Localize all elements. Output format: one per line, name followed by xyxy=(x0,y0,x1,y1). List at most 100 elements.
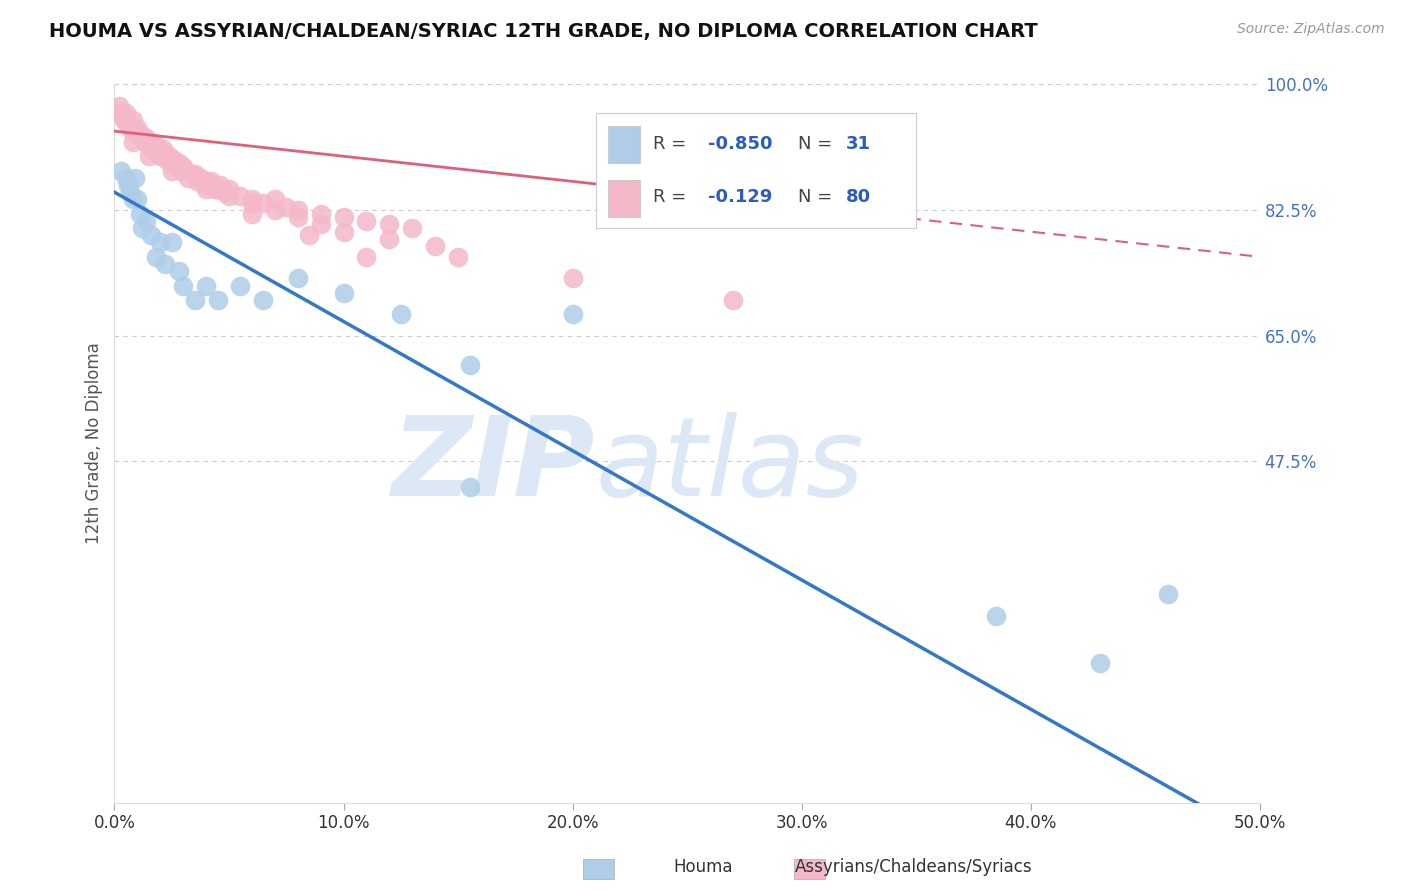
Point xyxy=(160,235,183,250)
Point xyxy=(149,235,172,250)
Point xyxy=(183,293,205,307)
Text: HOUMA VS ASSYRIAN/CHALDEAN/SYRIAC 12TH GRADE, NO DIPLOMA CORRELATION CHART: HOUMA VS ASSYRIAN/CHALDEAN/SYRIAC 12TH G… xyxy=(49,22,1038,41)
Point xyxy=(263,192,285,206)
Point xyxy=(135,131,157,145)
Point xyxy=(128,207,150,221)
Point xyxy=(186,174,208,188)
Text: Houma: Houma xyxy=(673,858,733,876)
Text: Assyrians/Chaldeans/Syriacs: Assyrians/Chaldeans/Syriacs xyxy=(794,858,1033,876)
Point xyxy=(1157,587,1180,601)
Point xyxy=(195,178,218,192)
Point xyxy=(110,106,132,120)
Point xyxy=(309,218,332,232)
Point xyxy=(156,153,179,167)
Point xyxy=(378,232,401,246)
Point xyxy=(134,135,156,149)
Point xyxy=(120,120,142,135)
Point xyxy=(121,192,143,206)
Point xyxy=(139,135,162,149)
Point xyxy=(146,145,169,160)
Point xyxy=(117,117,139,131)
Point xyxy=(423,239,446,253)
Point xyxy=(149,149,172,163)
Point xyxy=(128,128,150,142)
Y-axis label: 12th Grade, No Diploma: 12th Grade, No Diploma xyxy=(86,343,103,544)
Point xyxy=(139,138,162,153)
Point xyxy=(177,170,200,185)
Point xyxy=(172,160,194,174)
Point xyxy=(110,163,132,178)
Point xyxy=(332,285,354,300)
Point xyxy=(356,214,378,228)
Point xyxy=(149,145,172,160)
Point xyxy=(153,149,176,163)
Point xyxy=(287,271,309,285)
Point xyxy=(986,608,1008,623)
Point xyxy=(252,196,274,211)
Point xyxy=(240,207,263,221)
Point xyxy=(240,192,263,206)
Point xyxy=(183,167,205,181)
Text: Source: ZipAtlas.com: Source: ZipAtlas.com xyxy=(1237,22,1385,37)
Point xyxy=(117,178,139,192)
Point xyxy=(127,120,149,135)
Point xyxy=(120,120,142,135)
Point xyxy=(172,160,194,174)
Point xyxy=(252,293,274,307)
Point xyxy=(332,225,354,239)
Point xyxy=(204,181,226,195)
Point xyxy=(167,264,190,278)
Point xyxy=(163,153,186,167)
Point xyxy=(229,278,252,293)
Point xyxy=(115,113,138,128)
Point xyxy=(152,142,174,156)
Point xyxy=(172,278,194,293)
Point xyxy=(401,221,423,235)
Point xyxy=(145,250,167,264)
Point xyxy=(229,188,252,202)
Point xyxy=(115,170,138,185)
Point xyxy=(138,138,160,153)
Point xyxy=(207,293,229,307)
Point xyxy=(287,211,309,225)
Point xyxy=(167,156,190,170)
Point xyxy=(181,167,204,181)
Point xyxy=(218,188,240,202)
Point xyxy=(131,221,153,235)
Point xyxy=(200,174,222,188)
Point xyxy=(561,307,583,321)
Point xyxy=(153,257,176,271)
Point xyxy=(127,128,149,142)
Point xyxy=(124,170,146,185)
Point xyxy=(108,99,131,113)
Point xyxy=(207,181,229,195)
Point xyxy=(721,293,744,307)
Point xyxy=(160,156,183,170)
Point xyxy=(190,170,212,185)
Point xyxy=(195,278,218,293)
Point xyxy=(276,200,298,214)
Point xyxy=(115,106,138,120)
Point xyxy=(142,142,165,156)
Point xyxy=(298,228,321,243)
Point xyxy=(458,358,481,372)
Point xyxy=(356,250,378,264)
Point xyxy=(157,149,180,163)
Point xyxy=(127,192,149,206)
Point xyxy=(378,218,401,232)
Point xyxy=(139,228,162,243)
Point xyxy=(195,181,218,195)
Point xyxy=(240,196,263,211)
Text: atlas: atlas xyxy=(596,411,865,518)
Point xyxy=(131,128,153,142)
Point xyxy=(389,307,412,321)
Point xyxy=(124,124,146,138)
Point xyxy=(195,174,218,188)
Point xyxy=(121,113,143,128)
Point xyxy=(120,185,142,199)
Point xyxy=(309,207,332,221)
Point xyxy=(214,185,236,199)
Point xyxy=(165,160,187,174)
Point xyxy=(112,113,135,128)
Point xyxy=(1088,656,1111,670)
